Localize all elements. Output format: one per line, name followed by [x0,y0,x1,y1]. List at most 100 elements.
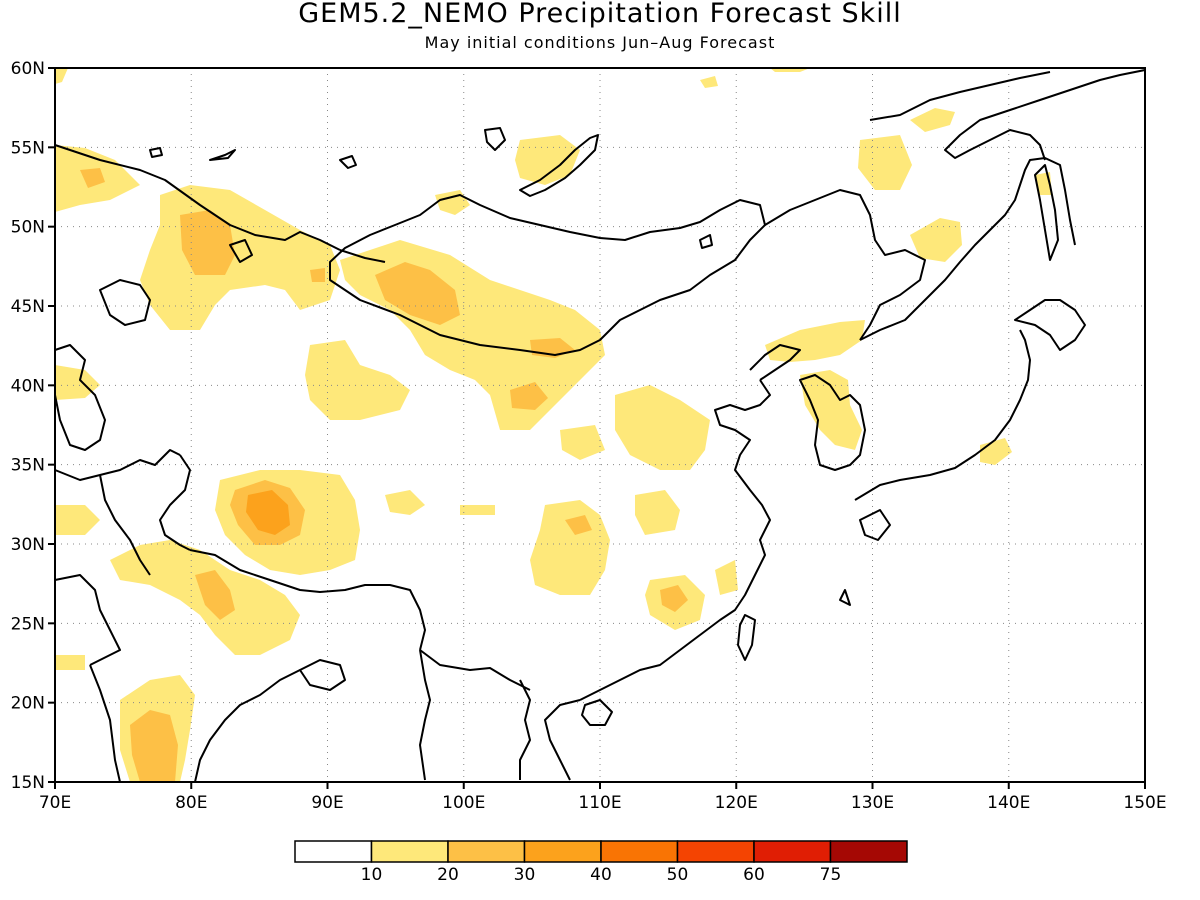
skill-patch [765,320,865,362]
skill-patch [715,560,738,595]
chart-subtitle: May initial conditions Jun–Aug Forecast [424,33,776,52]
longitude-tick-label: 70E [39,793,71,813]
border [519,679,531,780]
skill-patch [460,505,495,515]
colorbar-swatch [447,840,526,863]
colorbar-label: 30 [514,865,536,885]
colorbar-label: 75 [820,865,842,885]
coastline [581,699,613,726]
colorbar-label: 20 [437,865,459,885]
longitude-tick-label: 120E [715,793,758,813]
coastline [209,149,236,161]
colorbar-swatch [600,840,679,863]
colorbar-swatch [829,840,908,863]
skill-patch [565,515,592,535]
border [764,189,926,341]
longitude-tick-label: 100E [442,793,485,813]
coastline [799,374,866,471]
latitude-tick-label: 40N [11,376,45,396]
lake [519,134,599,197]
border [54,574,121,666]
coastline [859,509,891,541]
coastline [99,279,151,326]
coastline [229,239,253,263]
coastline [1014,299,1086,351]
coastline [1034,164,1059,261]
skill-patch [530,500,610,595]
skill-patch [980,438,1012,465]
latitude-tick-label: 50N [11,218,45,238]
latitude-tick-label: 30N [11,535,45,555]
skill-patch [800,370,862,450]
coastline [839,589,851,606]
coastline [89,664,121,783]
skill-patch [55,655,85,670]
longitude-tick-label: 130E [851,793,894,813]
colorbar-label: 50 [667,865,689,885]
longitude-tick-label: 110E [578,793,621,813]
longitude-tick-label: 80E [175,793,207,813]
skill-patch [435,190,470,215]
border [54,449,181,481]
coastline [54,344,106,451]
skill-patch [195,570,235,620]
colorbar-swatch [370,840,449,863]
skill-patch [510,382,548,410]
skill-patch [130,710,178,782]
coastline [194,669,301,783]
coastline [854,329,1031,501]
skill-patch [375,262,460,325]
latitude-tick-label: 15N [11,773,45,793]
border [189,549,426,651]
colorbar-label: 60 [743,865,765,885]
coastline [859,157,1076,341]
chart-title: GEM5.2_NEMO Precipitation Forecast Skill [298,0,902,29]
coastline [484,127,506,151]
border [54,144,341,251]
skill-patch [140,185,340,330]
longitude-tick-label: 90E [311,793,343,813]
longitude-tick-label: 150E [1123,793,1166,813]
skill-patch [55,365,100,400]
map-gridlines [55,68,1145,782]
latitude-tick-label: 60N [11,59,45,79]
skill-patch [858,135,912,190]
colorbar-label: 40 [590,865,612,885]
skill-shading [55,68,1052,782]
coastline [299,659,346,691]
colorbar-swatch [294,840,373,863]
skill-patch [80,168,105,188]
longitude-axis: 70E 80E 90E 100E 110E 120E 130E 140E 150E [39,782,1167,813]
border [99,474,151,576]
skill-patch [310,268,325,282]
colorbar-swatch [676,840,755,863]
coastlines-and-borders [54,69,1146,783]
border [419,649,431,781]
latitude-tick-label: 45N [11,297,45,317]
border [159,454,191,551]
skill-patch [660,585,688,612]
skill-patch [55,505,100,535]
colorbar: 10 20 30 40 50 60 75 [294,840,908,885]
skill-patch [385,490,425,515]
coastline [579,379,771,701]
skill-patch [615,385,710,470]
coastline [737,614,756,661]
coastline [944,69,1146,161]
skill-patch [560,425,605,460]
colorbar-swatch [523,840,602,863]
skill-patch [515,135,580,185]
colorbar-label: 10 [361,865,383,885]
skill-patch [55,68,68,84]
coastline [749,344,801,381]
coastline [339,155,357,169]
latitude-tick-label: 25N [11,614,45,634]
skill-patch [910,218,962,262]
border [339,249,386,263]
coastline [544,699,581,781]
coastline [149,147,163,158]
skill-patch [635,490,680,535]
border [419,649,531,691]
skill-patch [305,340,410,420]
